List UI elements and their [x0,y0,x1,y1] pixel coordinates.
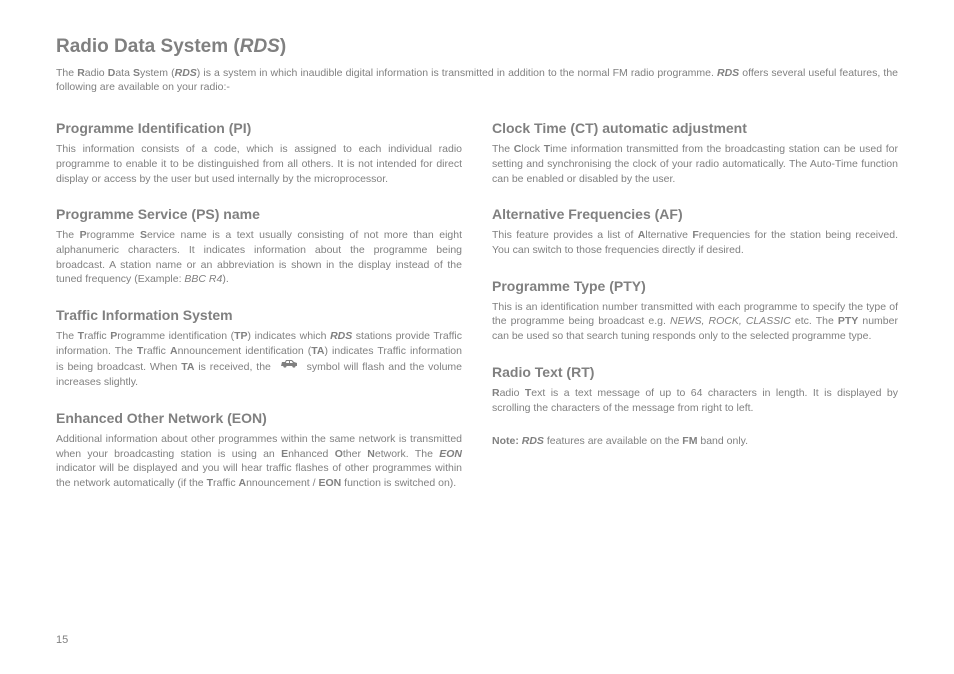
section-title: Clock Time (CT) automatic adjustment [492,120,898,136]
section-title: Alternative Frequencies (AF) [492,206,898,222]
section-body: The Clock Time information transmitted f… [492,142,898,186]
section-body: This is an identification number transmi… [492,300,898,344]
right-column: Clock Time (CT) automatic adjustment The … [492,120,898,510]
section: Enhanced Other Network (EON) Additional i… [56,410,462,491]
section: Programme Identification (PI) This inform… [56,120,462,186]
section-body: Additional information about other progr… [56,432,462,491]
page-title: Radio Data System (RDS) [56,36,898,58]
left-column: Programme Identification (PI) This inform… [56,120,462,510]
section-title: Traffic Information System [56,307,462,323]
intro-paragraph: The Radio Data System (RDS) is a system … [56,66,898,94]
section-title: Radio Text (RT) [492,364,898,380]
section: Radio Text (RT) Radio Text is a text mess… [492,364,898,415]
section-body: The Programme Service name is a text usu… [56,228,462,287]
section-body: This information consists of a code, whi… [56,142,462,186]
car-icon [278,359,300,376]
section: Programme Service (PS) name The Programme… [56,206,462,287]
section: Traffic Information System The Traffic Pr… [56,307,462,390]
section-title: Programme Type (PTY) [492,278,898,294]
section: Programme Type (PTY) This is an identific… [492,278,898,344]
section-title: Programme Identification (PI) [56,120,462,136]
section-title: Enhanced Other Network (EON) [56,410,462,426]
section: Clock Time (CT) automatic adjustment The … [492,120,898,186]
section-title: Programme Service (PS) name [56,206,462,222]
title-prefix: Radio Data System ( [56,36,240,57]
section-body: This feature provides a list of Alternat… [492,228,898,257]
section-body: Radio Text is a text message of up to 64… [492,386,898,415]
section-body: The Traffic Programme identification (TP… [56,329,462,390]
note: Note: RDS features are available on the … [492,435,898,447]
title-suffix: ) [280,36,286,57]
title-italic: RDS [240,36,280,57]
content-columns: Programme Identification (PI) This inform… [56,120,898,510]
section: Alternative Frequencies (AF) This feature… [492,206,898,257]
page-number: 15 [56,634,68,646]
